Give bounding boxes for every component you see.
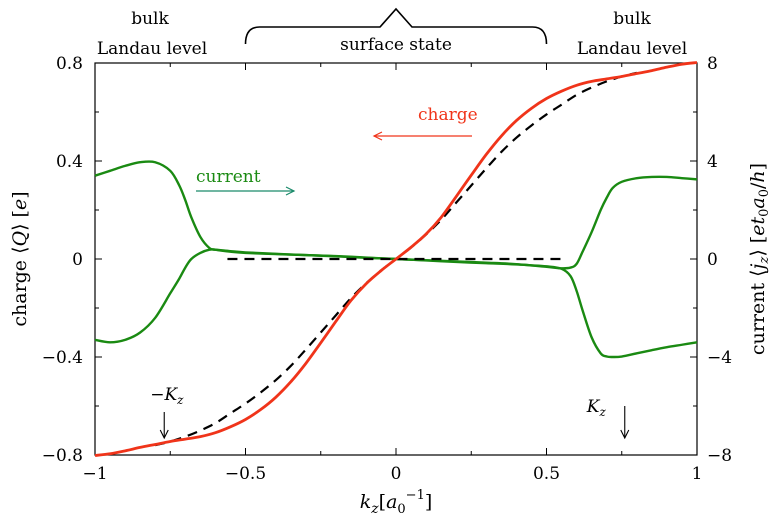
bulk-right-line2: Landau level (577, 39, 687, 59)
y-left-tick-label: 0.8 (56, 54, 83, 74)
y-right-tick-label: 0 (707, 250, 718, 270)
pos-kz-label: Kz (586, 397, 607, 419)
annotation-layer: surface state bulk Landau level bulk Lan… (97, 7, 687, 440)
neg-kz-main: −K (150, 385, 178, 405)
series-line-charge-0 (94, 61, 698, 457)
y-right-tick-label: 4 (707, 152, 718, 172)
charge-arrowhead (372, 131, 383, 141)
current-series-label: current (196, 167, 261, 187)
y-left-tick-label: −0.4 (42, 348, 83, 368)
y-left-tick-label: −0.8 (42, 446, 83, 466)
x-tick-label: 0.5 (533, 464, 560, 484)
bulk-right-line1: bulk (613, 9, 651, 29)
surface-state-label: surface state (340, 35, 452, 55)
y-left-tick-label: 0.4 (56, 152, 83, 172)
y-right-tick-label: −8 (707, 446, 732, 466)
current-arrowhead (285, 186, 296, 196)
y-left-tick-label: 0 (72, 250, 83, 270)
pos-kz-arrowhead (620, 429, 630, 440)
surface-state-brace (244, 7, 548, 45)
x-tick-label: −0.5 (225, 464, 266, 484)
y-right-tick-label: −4 (707, 348, 732, 368)
bulk-left-line1: bulk (131, 9, 169, 29)
pos-kz-main: K (586, 397, 601, 417)
bulk-left-line2: Landau level (97, 39, 207, 59)
neg-kz-arrowhead (159, 429, 169, 440)
x-tick-label: 0 (391, 464, 402, 484)
neg-kz-label: −Kz (150, 385, 184, 407)
y-axis-left-label: charge ⟨Q⟩ [e] (9, 191, 31, 326)
neg-kz-sub: z (176, 393, 184, 407)
x-axis-label: kz[a0−1] (360, 488, 433, 517)
series-layer (94, 61, 698, 457)
y-axis-right-label: current ⟨jz⟩ [et0a0/h] (747, 163, 770, 355)
x-tick-label: −1 (82, 464, 107, 484)
charge-series-label: charge (418, 105, 478, 125)
x-tick-label: 1 (692, 464, 703, 484)
y-right-tick-label: 8 (707, 54, 718, 74)
pos-kz-sub: z (598, 405, 606, 419)
ticks: −1 −0.5 0 0.5 1 −0.8 −0.4 0 0.4 0.8 −8 −4 0 4 8 (42, 54, 732, 484)
series-line-current-4 (94, 175, 698, 344)
